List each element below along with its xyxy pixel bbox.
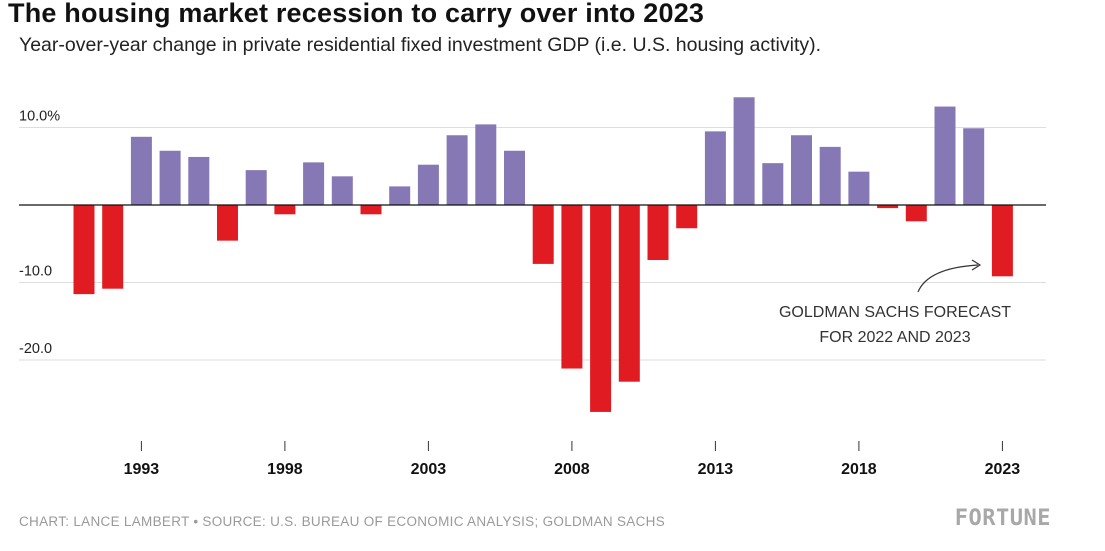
annotation-text: FOR 2022 AND 2023 bbox=[819, 329, 970, 346]
annotation-text: GOLDMAN SACHS FORECAST bbox=[779, 304, 1011, 321]
bar-1994 bbox=[159, 150, 181, 205]
bar-2021 bbox=[934, 106, 956, 205]
gridlines bbox=[19, 127, 1046, 361]
bar-2001 bbox=[360, 205, 382, 215]
x-tick-label: 2013 bbox=[698, 461, 734, 478]
bar-2022 bbox=[963, 128, 985, 205]
bar-2004 bbox=[446, 135, 468, 205]
bar-1999 bbox=[303, 162, 325, 205]
bar-2017 bbox=[819, 146, 841, 205]
bar-2008 bbox=[561, 205, 583, 369]
chart-subtitle: Year-over-year change in private residen… bbox=[19, 34, 822, 56]
bar-2002 bbox=[389, 186, 411, 205]
bar-2011 bbox=[647, 205, 669, 261]
bar-1992 bbox=[102, 205, 124, 289]
bar-2018 bbox=[848, 171, 870, 205]
source-credit: CHART: LANCE LAMBERT • SOURCE: U.S. BURE… bbox=[19, 514, 666, 529]
x-axis-ticks: 1993 1998 2003 2008 2013 2018 2023 bbox=[124, 441, 1021, 478]
chart-title: The housing market recession to carry ov… bbox=[8, 0, 705, 28]
bar-2023 bbox=[991, 205, 1013, 277]
x-tick-label: 2018 bbox=[841, 461, 877, 478]
x-tick-label: 2023 bbox=[985, 461, 1021, 478]
bar-1993 bbox=[130, 136, 152, 205]
y-axis-tick-labels: 10.0% -10.0 -20.0 bbox=[19, 109, 60, 358]
bar-chart: 10.0% -10.0 -20.0 1993 1998 2003 2008 2013 2018… bbox=[19, 97, 1046, 478]
bar-1991 bbox=[73, 205, 95, 295]
bar-2003 bbox=[417, 164, 439, 205]
annotation-arrow bbox=[917, 264, 979, 293]
bar-2016 bbox=[791, 135, 812, 205]
bar-1995 bbox=[188, 156, 210, 205]
bars bbox=[73, 97, 1013, 412]
bar-2006 bbox=[504, 150, 525, 205]
y-tick-label: -10.0 bbox=[19, 264, 52, 280]
bar-1996 bbox=[217, 205, 238, 241]
y-tick-label: 10.0% bbox=[19, 109, 60, 125]
bar-1998 bbox=[274, 205, 296, 215]
annotation-arrowhead bbox=[971, 259, 982, 271]
forecast-annotation: GOLDMAN SACHS FORECAST FOR 2022 AND 2023 bbox=[779, 259, 1011, 346]
bar-2015 bbox=[762, 163, 784, 205]
bar-2007 bbox=[532, 205, 554, 264]
bar-2012 bbox=[676, 205, 698, 229]
x-tick-label: 2008 bbox=[554, 461, 590, 478]
bar-2000 bbox=[331, 176, 353, 205]
bar-2005 bbox=[475, 124, 497, 205]
y-tick-label: -20.0 bbox=[19, 341, 52, 357]
bar-1997 bbox=[245, 170, 267, 205]
x-tick-label: 1998 bbox=[267, 461, 303, 478]
bar-2014 bbox=[733, 97, 755, 205]
fortune-logo: FORTUNE bbox=[954, 506, 1051, 531]
x-tick-label: 2003 bbox=[411, 461, 447, 478]
bar-2009 bbox=[590, 205, 612, 412]
x-tick-label: 1993 bbox=[124, 461, 160, 478]
bar-2013 bbox=[704, 131, 726, 205]
bar-2019 bbox=[877, 205, 899, 209]
bar-2020 bbox=[905, 205, 927, 222]
bar-2010 bbox=[618, 205, 640, 382]
